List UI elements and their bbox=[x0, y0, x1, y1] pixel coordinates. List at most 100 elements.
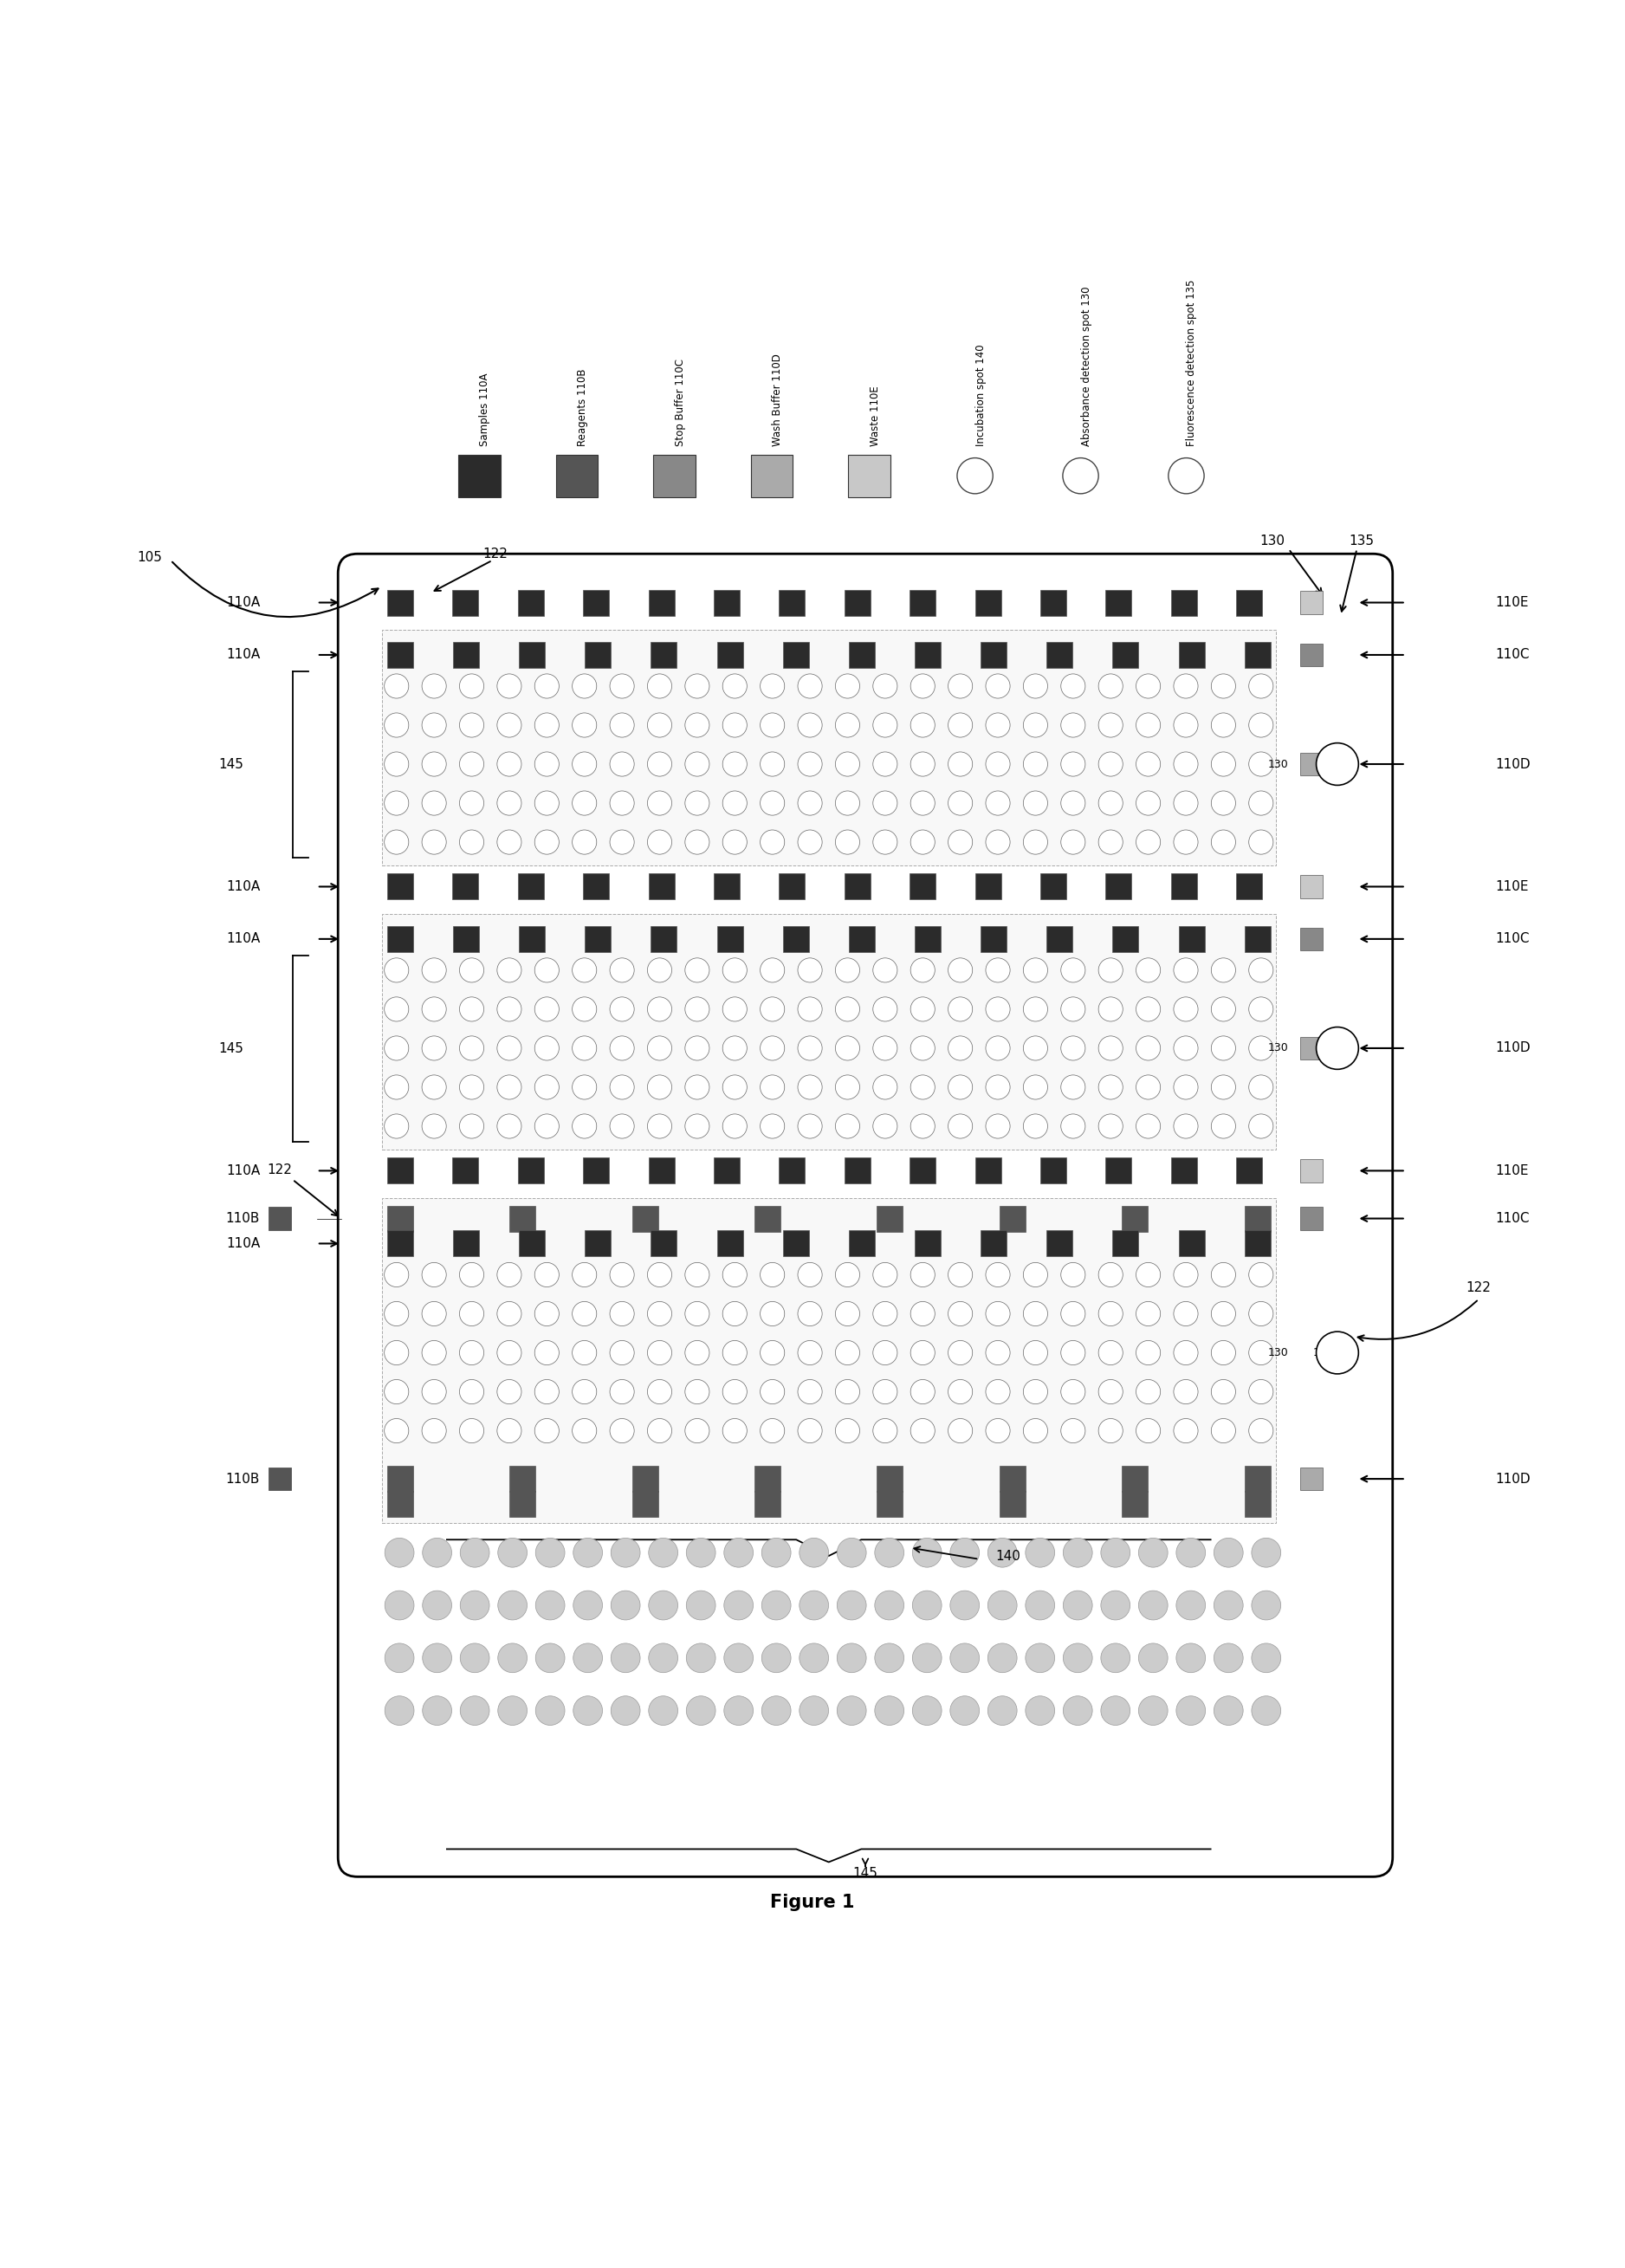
Text: 110D: 110D bbox=[1495, 758, 1531, 771]
Circle shape bbox=[910, 1302, 934, 1327]
Circle shape bbox=[535, 674, 559, 699]
Circle shape bbox=[873, 753, 897, 776]
Circle shape bbox=[384, 1263, 408, 1286]
FancyBboxPatch shape bbox=[878, 1490, 904, 1517]
FancyBboxPatch shape bbox=[1105, 590, 1131, 615]
Circle shape bbox=[798, 1379, 822, 1404]
Circle shape bbox=[725, 1696, 754, 1726]
Circle shape bbox=[798, 1263, 822, 1286]
Circle shape bbox=[1099, 792, 1123, 814]
Circle shape bbox=[910, 1036, 934, 1061]
Circle shape bbox=[760, 712, 785, 737]
FancyBboxPatch shape bbox=[975, 1157, 1001, 1184]
FancyBboxPatch shape bbox=[1046, 925, 1072, 953]
Circle shape bbox=[725, 1590, 754, 1619]
Circle shape bbox=[647, 1340, 671, 1365]
FancyBboxPatch shape bbox=[1300, 1036, 1323, 1059]
FancyBboxPatch shape bbox=[783, 642, 809, 667]
Bar bbox=[382, 914, 1276, 1150]
FancyBboxPatch shape bbox=[1237, 873, 1263, 900]
FancyBboxPatch shape bbox=[717, 642, 743, 667]
Circle shape bbox=[837, 1538, 866, 1567]
Circle shape bbox=[1211, 1036, 1235, 1061]
Circle shape bbox=[947, 830, 972, 855]
FancyBboxPatch shape bbox=[387, 1232, 413, 1256]
Circle shape bbox=[910, 1340, 934, 1365]
Circle shape bbox=[1173, 1114, 1198, 1139]
Text: Wash Buffer 110D: Wash Buffer 110D bbox=[772, 354, 783, 447]
Circle shape bbox=[647, 1036, 671, 1061]
Circle shape bbox=[873, 792, 897, 814]
Circle shape bbox=[384, 830, 408, 855]
Circle shape bbox=[1136, 957, 1160, 982]
Circle shape bbox=[1061, 674, 1086, 699]
FancyBboxPatch shape bbox=[717, 925, 743, 953]
Circle shape bbox=[798, 674, 822, 699]
FancyBboxPatch shape bbox=[1300, 875, 1323, 898]
Text: 110A: 110A bbox=[226, 649, 260, 662]
Circle shape bbox=[762, 1538, 791, 1567]
Circle shape bbox=[1248, 1302, 1272, 1327]
FancyBboxPatch shape bbox=[583, 873, 609, 900]
Circle shape bbox=[1211, 1418, 1235, 1442]
Circle shape bbox=[1136, 712, 1160, 737]
Circle shape bbox=[873, 1036, 897, 1061]
Circle shape bbox=[647, 1263, 671, 1286]
Circle shape bbox=[874, 1538, 904, 1567]
Circle shape bbox=[1063, 1538, 1092, 1567]
Circle shape bbox=[723, 1075, 748, 1100]
FancyBboxPatch shape bbox=[910, 873, 936, 900]
Circle shape bbox=[986, 957, 1011, 982]
FancyBboxPatch shape bbox=[754, 1465, 780, 1492]
Circle shape bbox=[1099, 1114, 1123, 1139]
Circle shape bbox=[986, 792, 1011, 814]
Circle shape bbox=[1099, 753, 1123, 776]
Circle shape bbox=[1173, 957, 1198, 982]
Circle shape bbox=[611, 1644, 640, 1672]
Circle shape bbox=[609, 1302, 634, 1327]
Circle shape bbox=[422, 1302, 447, 1327]
Circle shape bbox=[1139, 1644, 1168, 1672]
Circle shape bbox=[725, 1538, 754, 1567]
Circle shape bbox=[1024, 674, 1048, 699]
Circle shape bbox=[497, 1696, 526, 1726]
Circle shape bbox=[1024, 1114, 1048, 1139]
Circle shape bbox=[647, 1302, 671, 1327]
Circle shape bbox=[648, 1644, 678, 1672]
Circle shape bbox=[1176, 1696, 1206, 1726]
Circle shape bbox=[800, 1538, 829, 1567]
Circle shape bbox=[723, 1379, 748, 1404]
Circle shape bbox=[1248, 1075, 1272, 1100]
Circle shape bbox=[384, 998, 408, 1021]
FancyBboxPatch shape bbox=[458, 454, 500, 497]
FancyBboxPatch shape bbox=[848, 454, 890, 497]
FancyBboxPatch shape bbox=[910, 1157, 936, 1184]
Circle shape bbox=[609, 753, 634, 776]
Circle shape bbox=[497, 1114, 522, 1139]
FancyBboxPatch shape bbox=[1121, 1465, 1147, 1492]
Circle shape bbox=[1099, 1075, 1123, 1100]
Circle shape bbox=[574, 1644, 603, 1672]
FancyBboxPatch shape bbox=[1172, 590, 1198, 615]
Text: 130: 130 bbox=[1259, 535, 1285, 547]
Circle shape bbox=[1061, 1114, 1086, 1139]
FancyBboxPatch shape bbox=[653, 454, 696, 497]
Circle shape bbox=[835, 1340, 860, 1365]
FancyBboxPatch shape bbox=[1105, 1157, 1131, 1184]
Circle shape bbox=[686, 1263, 710, 1286]
Circle shape bbox=[384, 674, 408, 699]
Circle shape bbox=[798, 753, 822, 776]
Circle shape bbox=[874, 1590, 904, 1619]
Circle shape bbox=[647, 1379, 671, 1404]
Circle shape bbox=[800, 1696, 829, 1726]
Circle shape bbox=[873, 830, 897, 855]
Circle shape bbox=[611, 1590, 640, 1619]
FancyBboxPatch shape bbox=[518, 642, 544, 667]
Circle shape bbox=[609, 674, 634, 699]
Circle shape bbox=[460, 830, 484, 855]
Text: 122: 122 bbox=[268, 1163, 292, 1177]
Circle shape bbox=[647, 1075, 671, 1100]
FancyBboxPatch shape bbox=[1300, 592, 1323, 615]
Circle shape bbox=[1061, 1036, 1086, 1061]
Circle shape bbox=[798, 792, 822, 814]
